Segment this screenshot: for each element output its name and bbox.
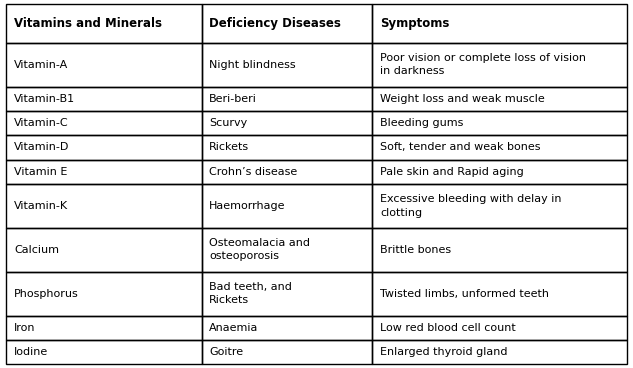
Bar	[372, 228, 627, 272]
Bar	[202, 228, 372, 272]
Text: Haemorrhage: Haemorrhage	[210, 201, 286, 211]
Bar	[372, 316, 627, 340]
Bar	[6, 86, 202, 111]
Text: Weight loss and weak muscle: Weight loss and weak muscle	[380, 94, 544, 104]
Bar	[202, 228, 372, 272]
Bar	[372, 272, 627, 316]
Bar	[202, 135, 372, 160]
Bar	[6, 4, 202, 43]
Text: Deficiency Diseases: Deficiency Diseases	[210, 17, 341, 30]
Bar	[372, 160, 627, 184]
Bar	[6, 135, 202, 160]
Bar	[372, 86, 627, 111]
Bar	[202, 316, 372, 340]
Text: Poor vision or complete loss of vision
in darkness: Poor vision or complete loss of vision i…	[380, 53, 586, 76]
Bar	[202, 4, 372, 43]
Text: Vitamins and Minerals: Vitamins and Minerals	[14, 17, 162, 30]
Bar	[372, 228, 627, 272]
Text: Vitamin-C: Vitamin-C	[14, 118, 68, 128]
Bar	[6, 316, 202, 340]
Bar	[6, 228, 202, 272]
Bar	[6, 43, 202, 86]
Text: Low red blood cell count: Low red blood cell count	[380, 323, 516, 333]
Bar	[6, 160, 202, 184]
Bar	[372, 340, 627, 364]
Text: Vitamin-K: Vitamin-K	[14, 201, 68, 211]
Bar	[6, 316, 202, 340]
Text: Vitamin E: Vitamin E	[14, 167, 67, 177]
Text: Vitamin-A: Vitamin-A	[14, 60, 68, 70]
Text: Phosphorus: Phosphorus	[14, 289, 78, 299]
Text: Iodine: Iodine	[14, 347, 48, 357]
Text: Enlarged thyroid gland: Enlarged thyroid gland	[380, 347, 508, 357]
Text: Calcium: Calcium	[14, 245, 59, 255]
Bar	[202, 272, 372, 316]
Text: Vitamin-D: Vitamin-D	[14, 142, 69, 152]
Text: Soft, tender and weak bones: Soft, tender and weak bones	[380, 142, 541, 152]
Bar	[372, 316, 627, 340]
Bar	[372, 184, 627, 228]
Bar	[202, 86, 372, 111]
Text: Rickets: Rickets	[210, 142, 249, 152]
Bar	[372, 43, 627, 86]
Bar	[202, 184, 372, 228]
Text: Crohn’s disease: Crohn’s disease	[210, 167, 298, 177]
Bar	[372, 135, 627, 160]
Bar	[6, 272, 202, 316]
Bar	[202, 43, 372, 86]
Bar	[372, 184, 627, 228]
Bar	[6, 135, 202, 160]
Bar	[6, 4, 202, 43]
Text: Bleeding gums: Bleeding gums	[380, 118, 463, 128]
Bar	[372, 111, 627, 135]
Bar	[6, 272, 202, 316]
Text: Anaemia: Anaemia	[210, 323, 259, 333]
Bar	[202, 272, 372, 316]
Bar	[202, 86, 372, 111]
Text: Twisted limbs, unformed teeth: Twisted limbs, unformed teeth	[380, 289, 549, 299]
Bar	[6, 86, 202, 111]
Text: Beri-beri: Beri-beri	[210, 94, 257, 104]
Bar	[202, 135, 372, 160]
Bar	[6, 111, 202, 135]
Text: Night blindness: Night blindness	[210, 60, 296, 70]
Bar	[372, 160, 627, 184]
Bar	[6, 184, 202, 228]
Text: Goitre: Goitre	[210, 347, 244, 357]
Text: Bad teeth, and
Rickets: Bad teeth, and Rickets	[210, 282, 292, 305]
Bar	[372, 4, 627, 43]
Bar	[372, 135, 627, 160]
Text: Osteomalacia and
osteoporosis: Osteomalacia and osteoporosis	[210, 238, 310, 261]
Bar	[6, 184, 202, 228]
Bar	[202, 184, 372, 228]
Text: Brittle bones: Brittle bones	[380, 245, 451, 255]
Bar	[372, 111, 627, 135]
Bar	[6, 111, 202, 135]
Bar	[372, 86, 627, 111]
Bar	[202, 111, 372, 135]
Bar	[372, 340, 627, 364]
Text: Excessive bleeding with delay in
clotting: Excessive bleeding with delay in clottin…	[380, 194, 561, 217]
Text: Symptoms: Symptoms	[380, 17, 449, 30]
Bar	[6, 340, 202, 364]
Bar	[202, 340, 372, 364]
Bar	[372, 272, 627, 316]
Bar	[202, 316, 372, 340]
Bar	[6, 340, 202, 364]
Text: Scurvy: Scurvy	[210, 118, 248, 128]
Bar	[202, 4, 372, 43]
Bar	[202, 111, 372, 135]
Bar	[372, 4, 627, 43]
Bar	[202, 160, 372, 184]
Bar	[202, 160, 372, 184]
Bar	[202, 43, 372, 86]
Text: Pale skin and Rapid aging: Pale skin and Rapid aging	[380, 167, 523, 177]
Bar	[6, 43, 202, 86]
Bar	[6, 160, 202, 184]
Bar	[372, 43, 627, 86]
Bar	[202, 340, 372, 364]
Text: Iron: Iron	[14, 323, 35, 333]
Text: Vitamin-B1: Vitamin-B1	[14, 94, 75, 104]
Bar	[6, 228, 202, 272]
